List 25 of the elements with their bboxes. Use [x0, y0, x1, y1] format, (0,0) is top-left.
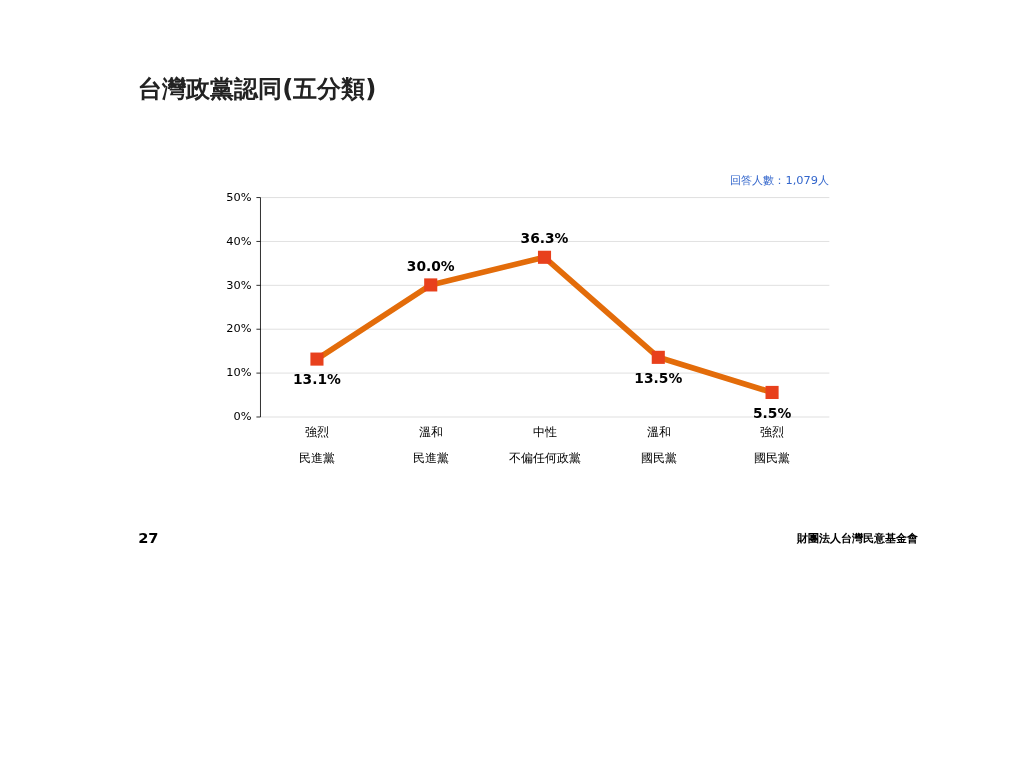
x-tick-label: 強烈國民黨	[754, 425, 791, 466]
data-label: 13.1%	[293, 371, 342, 388]
point	[765, 385, 779, 399]
data-label: 36.3%	[520, 230, 569, 247]
x-tick-label: 溫和國民黨	[640, 425, 677, 466]
data-label: 13.5%	[634, 369, 683, 386]
data-label: 30.0%	[406, 258, 455, 275]
y-tick-label: 20%	[226, 321, 252, 336]
y-tick-label: 40%	[226, 233, 252, 248]
y-tick-label: 50%	[226, 189, 252, 204]
point	[651, 350, 665, 364]
chart-title: 台灣政黨認同(五分類)	[138, 74, 377, 104]
x-tick-label: 強烈民進黨	[299, 425, 336, 466]
x-tick-label: 溫和民進黨	[413, 425, 450, 466]
text: 回答人數：1,079人	[730, 173, 829, 188]
text: 27	[138, 528, 159, 546]
point	[310, 352, 324, 366]
x-tick-label: 中性不偏任何政黨	[508, 425, 581, 466]
y-tick-label: 10%	[226, 365, 252, 380]
y-tick-label: 0%	[233, 409, 252, 424]
y-tick-label: 30%	[226, 277, 252, 292]
point	[537, 250, 552, 264]
point	[424, 278, 438, 292]
data-label: 5.5%	[752, 404, 792, 421]
text: 財團法人台灣民意基金會	[796, 530, 920, 545]
